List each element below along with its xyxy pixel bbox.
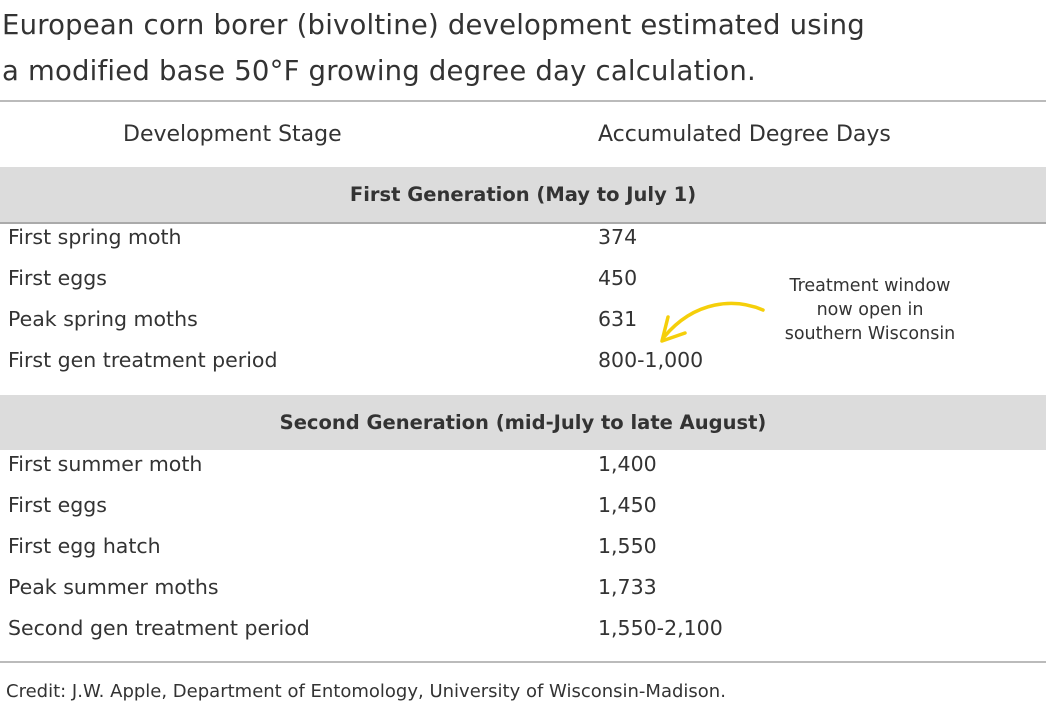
value-cell: 450: [598, 266, 638, 290]
table-row: First eggs 1,450: [0, 493, 1046, 533]
stage-cell: Peak summer moths: [8, 575, 219, 599]
column-header-degree-days: Accumulated Degree Days: [598, 122, 891, 147]
annotation-line: Treatment window: [789, 276, 951, 296]
value-cell: 374: [598, 225, 638, 249]
annotation-line: southern Wisconsin: [784, 324, 956, 344]
value-cell: 1,450: [598, 493, 657, 517]
table-row: Peak spring moths 631: [0, 307, 1046, 347]
credit-line: Credit: J.W. Apple, Department of Entomo…: [6, 681, 726, 702]
stage-cell: First gen treatment period: [8, 348, 278, 372]
stage-cell: First egg hatch: [8, 534, 161, 558]
value-cell: 1,550-2,100: [598, 616, 723, 640]
stage-cell: First eggs: [8, 493, 107, 517]
value-cell: 800-1,000: [598, 348, 704, 372]
stage-cell: First spring moth: [8, 225, 182, 249]
value-cell: 1,550: [598, 534, 657, 558]
stage-cell: Peak spring moths: [8, 307, 198, 331]
table-row: First egg hatch 1,550: [0, 534, 1046, 574]
title-line-2: a modified base 50°F growing degree day …: [2, 55, 756, 87]
annotation-line: now open in: [816, 300, 924, 320]
table-row: First eggs 450: [0, 266, 1046, 306]
divider: [0, 222, 1046, 224]
value-cell: 631: [598, 307, 638, 331]
section-heading: First Generation (May to July 1): [349, 183, 697, 206]
stage-cell: First summer moth: [8, 452, 203, 476]
divider-bottom: [0, 661, 1046, 663]
title-line-1: European corn borer (bivoltine) developm…: [2, 9, 865, 41]
divider-top: [0, 100, 1046, 102]
stage-cell: First eggs: [8, 266, 107, 290]
table-row: Second gen treatment period 1,550-2,100: [0, 616, 1046, 656]
curved-arrow-icon: [660, 301, 765, 343]
table-row: Peak summer moths 1,733: [0, 575, 1046, 615]
value-cell: 1,733: [598, 575, 657, 599]
table-row: First spring moth 374: [0, 225, 1046, 265]
section-header-second-generation: Second Generation (mid-July to late Augu…: [0, 395, 1046, 450]
value-cell: 1,400: [598, 452, 657, 476]
table-row: First summer moth 1,400: [0, 452, 1046, 492]
column-header-stage: Development Stage: [123, 122, 342, 147]
section-heading: Second Generation (mid-July to late Augu…: [279, 411, 767, 434]
table-title: European corn borer (bivoltine) developm…: [2, 2, 865, 94]
table-row: First gen treatment period 800-1,000: [0, 348, 1046, 388]
section-header-first-generation: First Generation (May to July 1): [0, 167, 1046, 222]
stage-cell: Second gen treatment period: [8, 616, 310, 640]
annotation-note: Treatment window now open in southern Wi…: [750, 274, 990, 346]
